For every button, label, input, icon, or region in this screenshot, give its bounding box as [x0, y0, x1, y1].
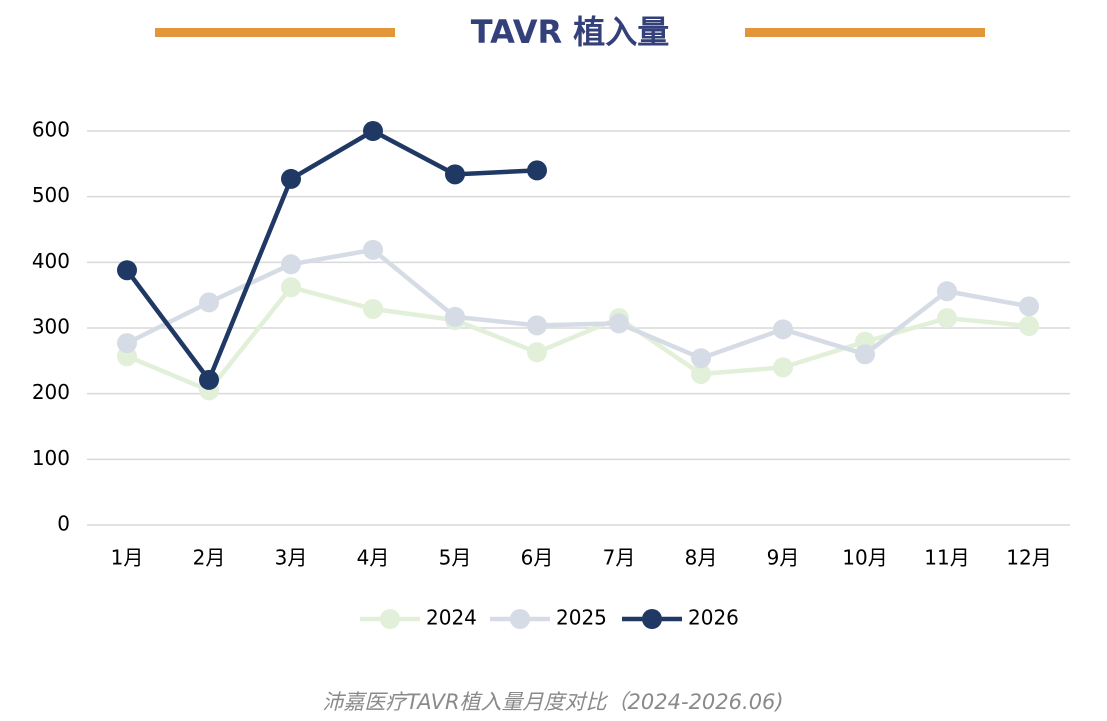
data-point — [363, 121, 383, 141]
legend-label: 2026 — [688, 606, 739, 630]
data-point — [855, 344, 875, 365]
x-tick-label: 11月 — [924, 546, 969, 570]
data-point — [117, 333, 137, 354]
x-tick-label: 10月 — [842, 546, 887, 570]
x-tick-label: 4月 — [357, 546, 390, 570]
legend-marker — [510, 609, 530, 629]
data-point — [1019, 316, 1039, 337]
chart-title: TAVR 植入量 — [471, 13, 670, 51]
data-point — [199, 369, 219, 390]
x-tick-label: 3月 — [275, 546, 308, 570]
data-point — [691, 363, 711, 384]
series-line — [125, 128, 538, 383]
y-tick-label: 0 — [57, 512, 70, 536]
data-point — [1019, 296, 1039, 317]
data-point — [445, 306, 465, 327]
data-point — [527, 160, 547, 181]
series-line — [125, 247, 1030, 361]
data-point — [445, 164, 465, 185]
data-point — [937, 281, 957, 302]
y-tick-label: 500 — [32, 183, 70, 207]
y-tick-label: 600 — [32, 118, 70, 142]
x-tick-label: 8月 — [685, 546, 718, 570]
x-tick-label: 5月 — [439, 546, 472, 570]
x-tick-label: 1月 — [111, 546, 144, 570]
data-point — [937, 308, 957, 329]
data-point — [527, 315, 547, 336]
y-tick-label: 300 — [32, 315, 70, 339]
y-tick-label: 400 — [32, 249, 70, 273]
legend-marker — [380, 609, 400, 629]
data-point — [363, 298, 383, 319]
x-tick-label: 12月 — [1006, 546, 1051, 570]
x-tick-label: 9月 — [767, 546, 800, 570]
data-point — [773, 357, 793, 378]
legend-marker — [642, 609, 662, 629]
y-tick-label: 200 — [32, 380, 70, 404]
title-decoration — [155, 28, 395, 37]
legend-label: 2025 — [556, 606, 607, 630]
x-tick-label: 6月 — [521, 546, 554, 570]
data-point — [117, 260, 137, 281]
series-line — [126, 285, 1030, 393]
legend-label: 2024 — [426, 606, 477, 630]
data-point — [609, 313, 629, 334]
x-tick-label: 2月 — [193, 546, 226, 570]
title-decoration — [745, 28, 985, 37]
caption: 沛嘉医疗TAVR植入量月度对比（2024-2026.06) — [322, 690, 783, 714]
data-point — [281, 277, 301, 298]
data-point — [281, 168, 301, 189]
data-point — [773, 319, 793, 340]
data-point — [199, 292, 219, 313]
y-tick-label: 100 — [32, 446, 70, 470]
data-point — [527, 342, 547, 363]
data-point — [363, 239, 383, 260]
data-point — [691, 348, 711, 369]
x-tick-label: 7月 — [603, 546, 636, 570]
data-point — [281, 254, 301, 275]
